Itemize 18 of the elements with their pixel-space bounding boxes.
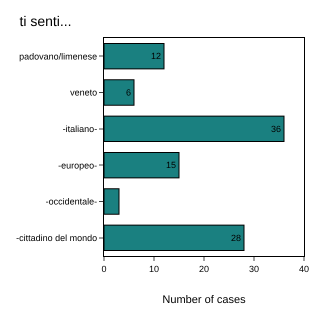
data-label: 6 — [126, 88, 131, 98]
data-label: 12 — [150, 51, 161, 62]
data-label: 28 — [230, 232, 241, 243]
y-tick-label: -italiano- — [62, 124, 98, 134]
x-tick-label: 10 — [148, 264, 160, 274]
x-tick-label: 20 — [198, 264, 210, 274]
data-label: 15 — [166, 160, 176, 170]
data-label: 36 — [270, 124, 281, 134]
y-tick-label: -occidentale- — [46, 196, 98, 207]
chart-title: ti senti... — [19, 13, 72, 29]
x-tick-label: 30 — [248, 264, 260, 274]
y-tick-label: veneto — [70, 88, 98, 98]
y-tick-label: padovano/limenese — [19, 51, 98, 62]
x-tick-label: 40 — [298, 264, 310, 274]
x-tick-label: 0 — [101, 264, 107, 274]
x-axis-title: Number of cases — [162, 294, 246, 306]
y-tick-label: -cittadino del mondo — [16, 232, 98, 243]
y-tick-label: -europeo- — [58, 160, 98, 170]
